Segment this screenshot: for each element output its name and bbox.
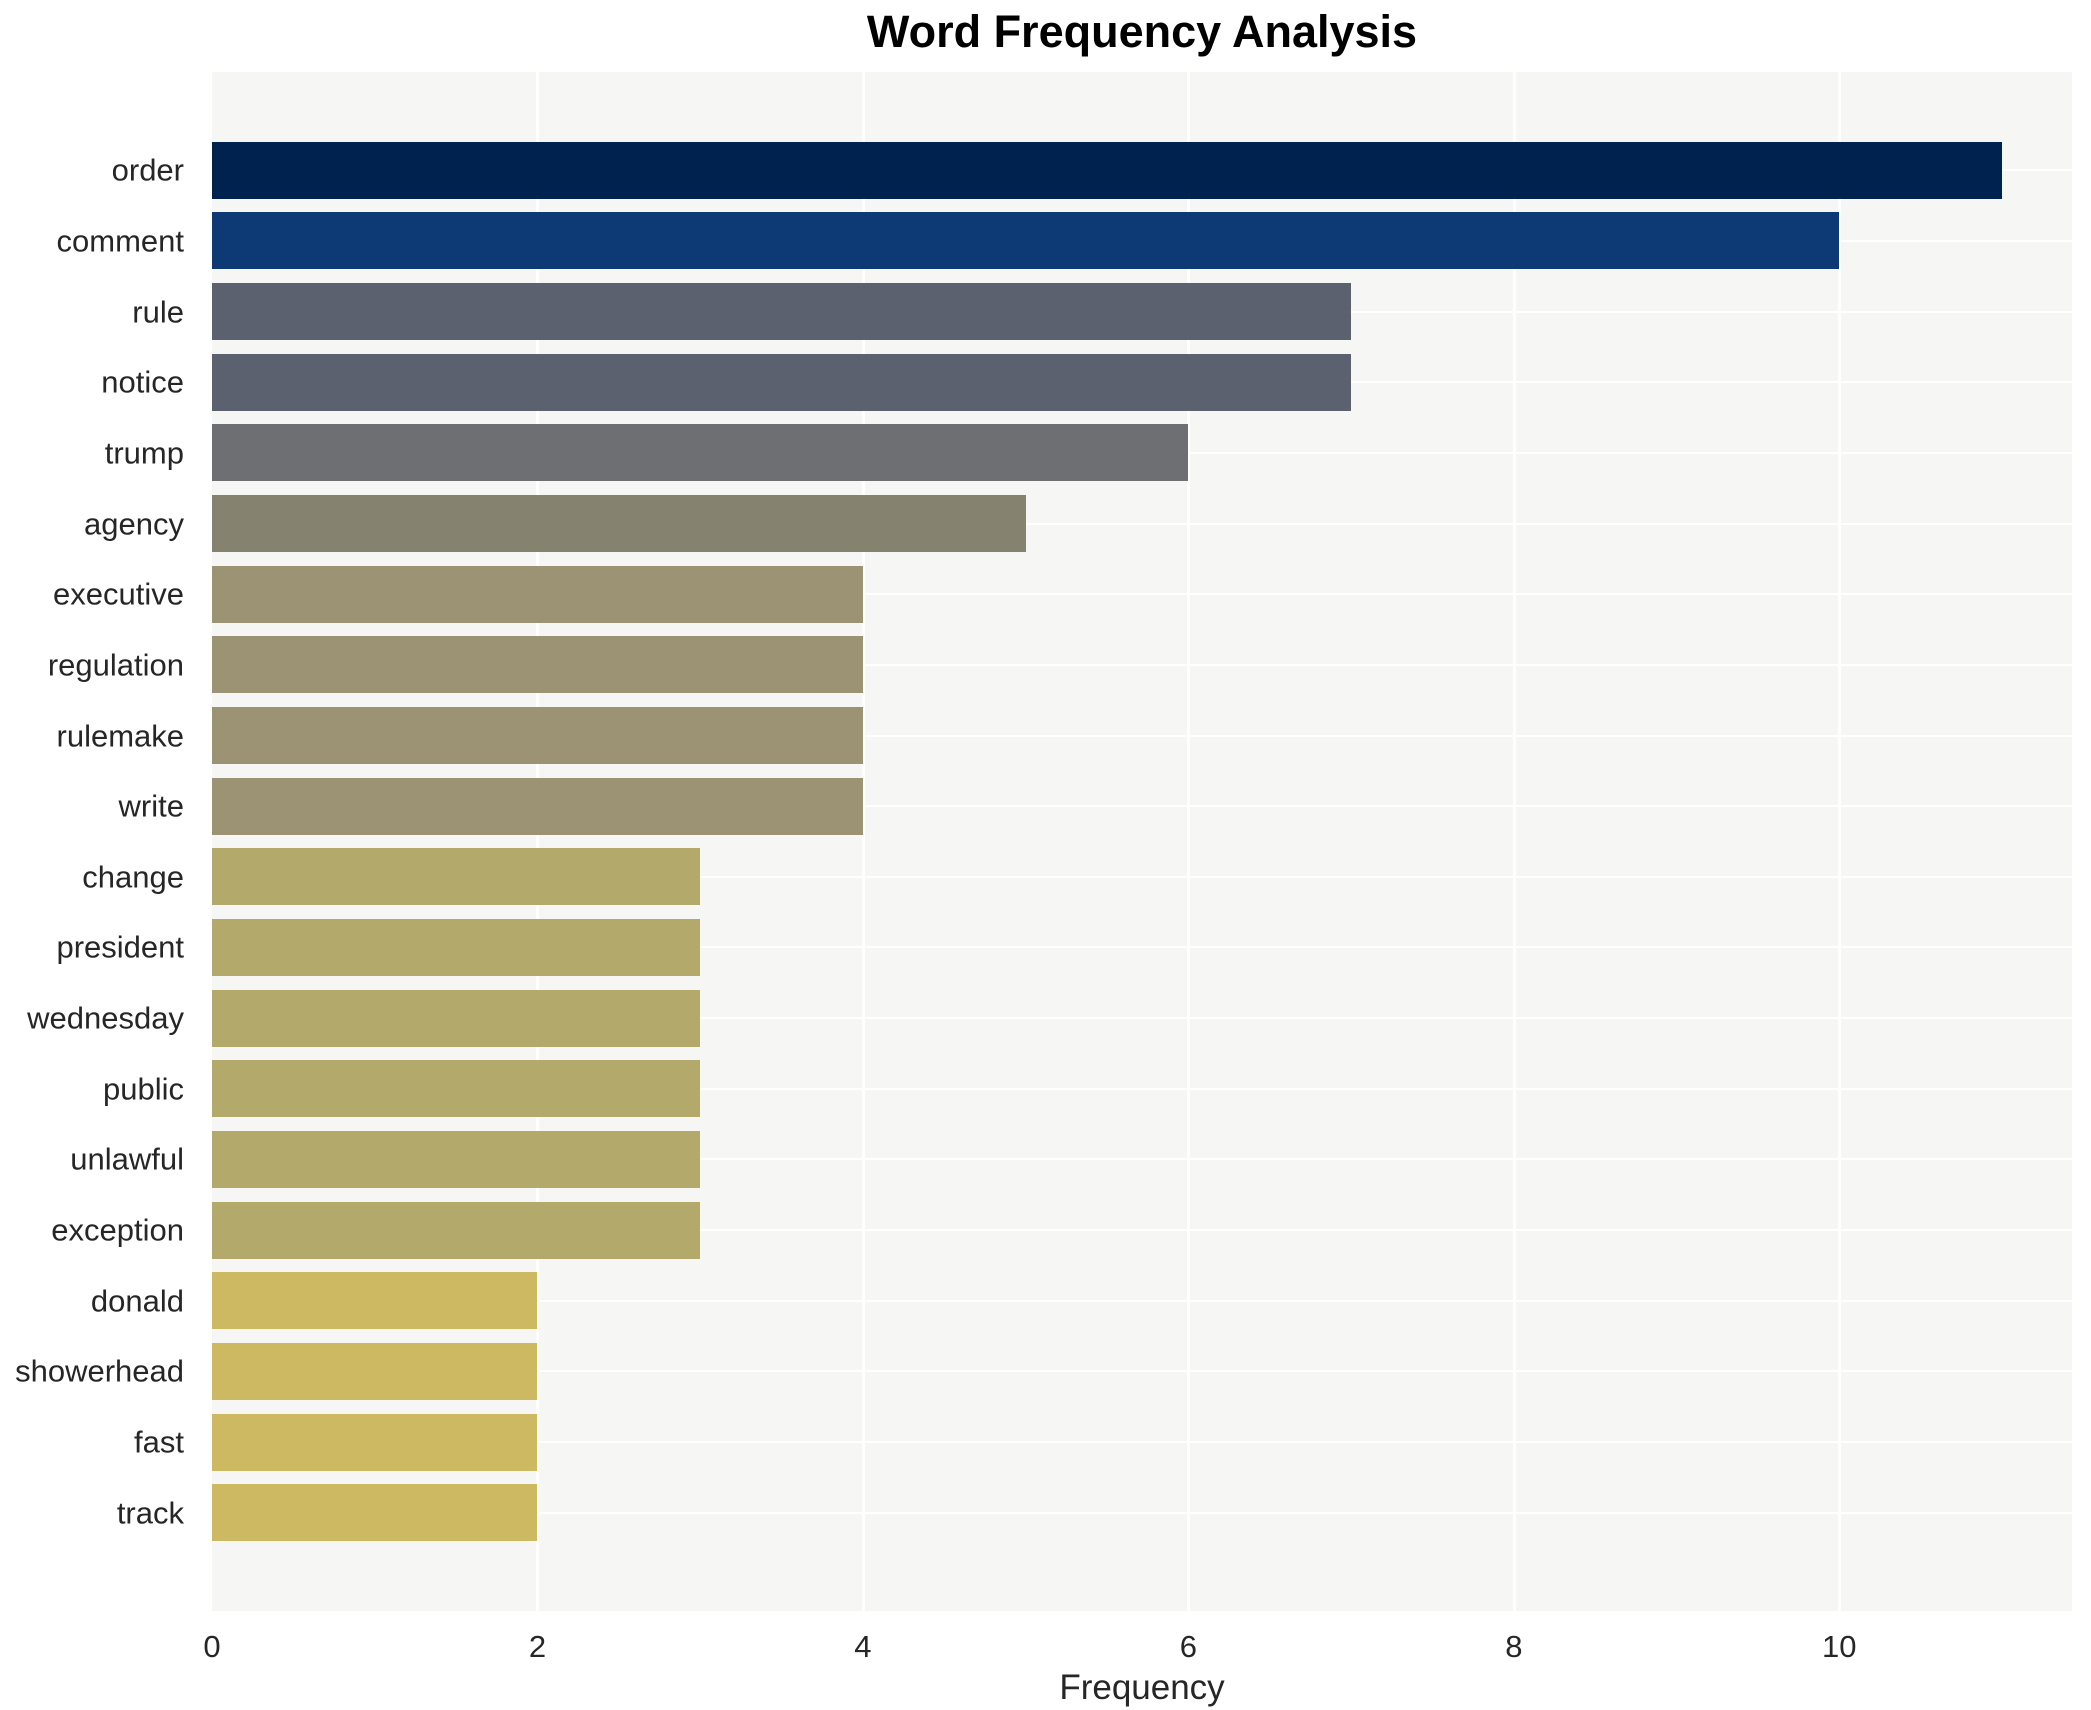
horizontal-gridline <box>212 663 2072 666</box>
x-axis: 0 2 4 6 8 10 <box>203 1611 2072 1671</box>
horizontal-gridline <box>212 1017 2072 1020</box>
vertical-gridline <box>861 72 865 1611</box>
bar-agency <box>212 495 1026 553</box>
bar-public <box>212 1060 701 1118</box>
bar-rulemake <box>212 707 863 765</box>
bar-rule <box>212 283 1352 341</box>
y-tick-label-showerhead: showerhead <box>15 1353 184 1389</box>
horizontal-gridline <box>212 1299 2072 1302</box>
horizontal-gridline <box>212 875 2072 878</box>
horizontal-gridline <box>212 1511 2072 1514</box>
vertical-gridline <box>1838 72 1842 1611</box>
plot-area <box>212 72 2072 1611</box>
vertical-gridline <box>1512 72 1516 1611</box>
y-tick-label-notice: notice <box>101 364 184 400</box>
x-tick-label-0: 0 <box>203 1629 221 1664</box>
chart-title: Word Frequency Analysis <box>866 6 1418 57</box>
bars-layer <box>212 72 2072 1611</box>
bar-president <box>212 918 701 976</box>
bar-donald <box>212 1272 538 1330</box>
y-tick-label-order: order <box>111 152 184 188</box>
bar-wednesday <box>212 989 701 1047</box>
horizontal-gridline <box>212 946 2072 949</box>
bar-unlawful <box>212 1130 701 1188</box>
x-tick-label-10: 10 <box>1822 1629 1857 1664</box>
horizontal-gridline <box>212 1229 2072 1232</box>
y-tick-label-comment: comment <box>56 223 184 259</box>
horizontal-gridline <box>212 1158 2072 1161</box>
y-tick-label-rulemake: rulemake <box>56 718 185 754</box>
bar-track <box>212 1484 538 1542</box>
y-tick-label-write: write <box>118 788 184 824</box>
horizontal-gridline <box>212 593 2072 596</box>
y-tick-label-rule: rule <box>132 294 184 330</box>
y-tick-label-donald: donald <box>90 1283 184 1319</box>
y-tick-label-agency: agency <box>84 506 184 542</box>
bar-showerhead <box>212 1342 538 1400</box>
horizontal-gridline <box>212 1441 2072 1444</box>
horizontal-gridline <box>212 1087 2072 1090</box>
bar-regulation <box>212 636 863 694</box>
x-axis-title: Frequency <box>1059 1668 1225 1707</box>
y-tick-label-track: track <box>116 1495 184 1531</box>
x-tick-label-4: 4 <box>854 1629 872 1664</box>
bar-write <box>212 777 863 835</box>
vertical-gridline <box>1187 72 1191 1611</box>
x-tick-label-8: 8 <box>1505 1629 1523 1664</box>
y-tick-label-public: public <box>103 1071 184 1107</box>
vertical-gridline <box>536 72 540 1611</box>
horizontal-gridline <box>212 734 2072 737</box>
x-tick-label-2: 2 <box>528 1629 547 1664</box>
horizontal-gridline <box>212 1370 2072 1373</box>
bar-change <box>212 848 701 906</box>
bar-notice <box>212 353 1352 411</box>
bar-executive <box>212 565 863 623</box>
bar-trump <box>212 424 1189 482</box>
y-tick-label-executive: executive <box>53 576 184 612</box>
bar-exception <box>212 1201 701 1259</box>
y-tick-label-fast: fast <box>134 1424 184 1460</box>
y-axis-labels: order comment rule notice trump agency executi… <box>0 72 198 1611</box>
bar-fast <box>212 1413 538 1471</box>
y-tick-label-president: president <box>56 929 184 965</box>
horizontal-gridline <box>212 805 2072 808</box>
bar-order <box>212 141 2003 199</box>
y-tick-label-exception: exception <box>51 1212 184 1248</box>
y-tick-label-trump: trump <box>104 435 184 471</box>
y-tick-label-regulation: regulation <box>47 647 184 683</box>
bar-comment <box>212 212 1840 270</box>
horizontal-gridline <box>212 522 2072 525</box>
y-tick-label-wednesday: wednesday <box>27 1000 184 1036</box>
y-tick-label-change: change <box>82 859 184 895</box>
y-tick-label-unlawful: unlawful <box>70 1141 184 1177</box>
x-tick-label-6: 6 <box>1179 1629 1197 1664</box>
